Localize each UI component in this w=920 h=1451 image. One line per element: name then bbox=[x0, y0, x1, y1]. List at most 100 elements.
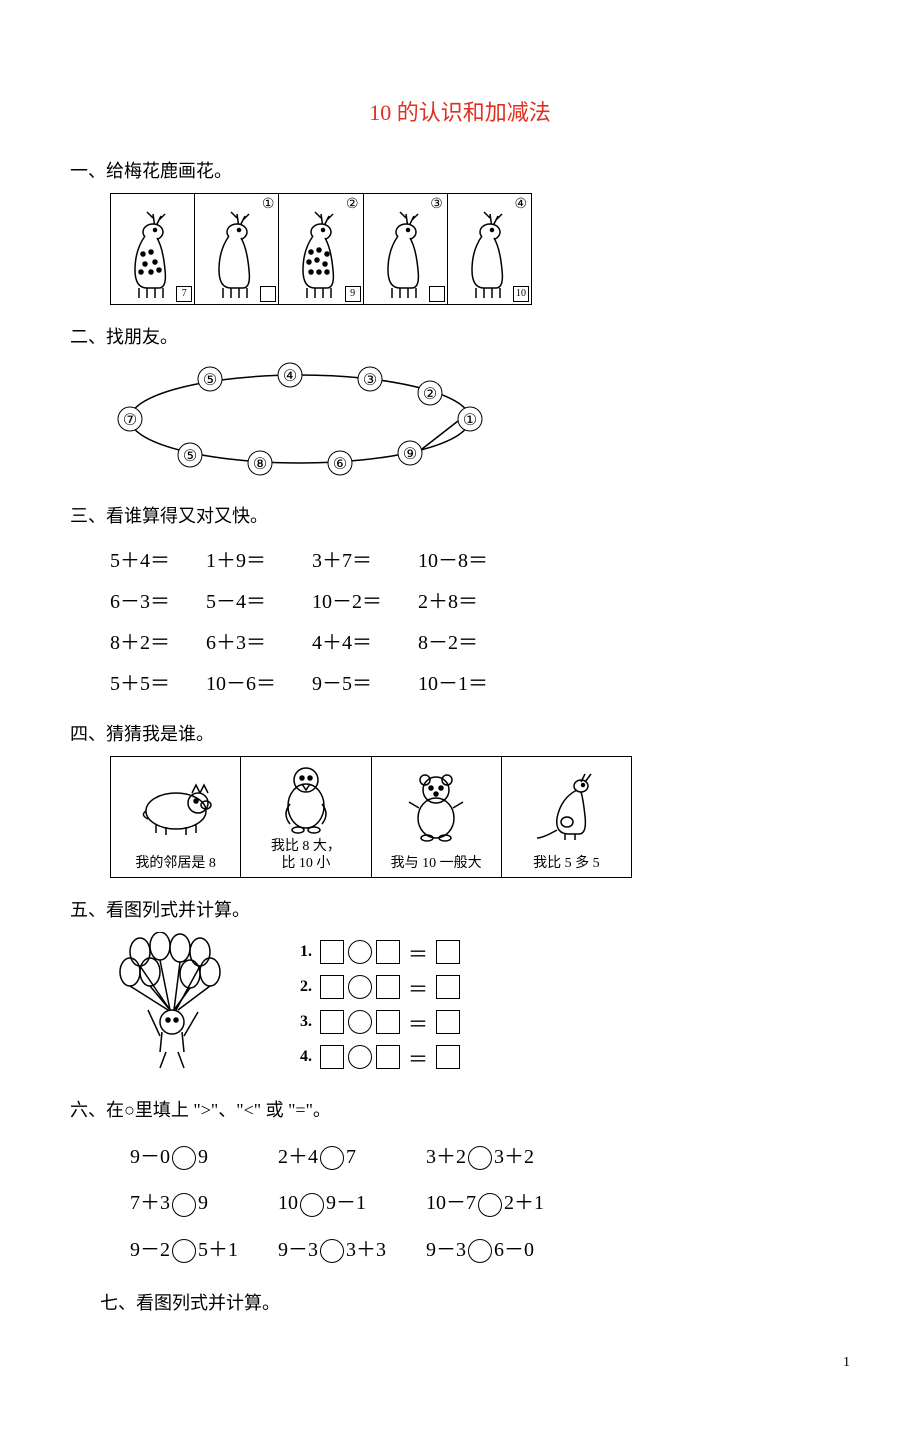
kangaroo-icon bbox=[531, 772, 601, 842]
compare-left: 7＋3 bbox=[130, 1192, 170, 1214]
section-1-heading: 一、给梅花鹿画花。 bbox=[70, 157, 850, 183]
operator-circle[interactable] bbox=[348, 940, 372, 964]
title-text: 10 的认识和加减法 bbox=[369, 100, 551, 125]
compare-cell: 7＋3 9 bbox=[130, 1178, 278, 1224]
deer-cell: ② 9 bbox=[279, 194, 363, 304]
result-box[interactable] bbox=[436, 940, 460, 964]
friends-node: ⑤ bbox=[203, 372, 217, 389]
operand-box[interactable] bbox=[320, 975, 344, 999]
compare-right: 3＋3 bbox=[346, 1239, 386, 1261]
compare-circle[interactable] bbox=[320, 1239, 344, 1263]
operator-circle[interactable] bbox=[348, 975, 372, 999]
equation-index: 4. bbox=[300, 1048, 312, 1066]
compare-right: 9－1 bbox=[326, 1192, 366, 1214]
calc-cell: 1＋9＝ bbox=[206, 538, 312, 579]
calc-cell: 9－5＝ bbox=[312, 661, 418, 702]
compare-circle[interactable] bbox=[478, 1193, 502, 1217]
friends-node: ③ bbox=[363, 372, 377, 389]
penguin-icon bbox=[276, 764, 336, 834]
equation-index: 1. bbox=[300, 943, 312, 961]
deer-bottom-box[interactable] bbox=[260, 286, 276, 302]
compare-cell: 10－72＋1 bbox=[426, 1178, 584, 1224]
result-box[interactable] bbox=[436, 975, 460, 999]
operand-box[interactable] bbox=[320, 1045, 344, 1069]
balloon-child-icon bbox=[110, 932, 240, 1072]
section-3-heading: 三、看谁算得又对又快。 bbox=[70, 502, 850, 528]
compare-right: 6－0 bbox=[494, 1239, 534, 1261]
operand-box[interactable] bbox=[320, 1010, 344, 1034]
result-box[interactable] bbox=[436, 1010, 460, 1034]
equation-list: 1.＝2.＝3.＝4.＝ bbox=[300, 932, 460, 1078]
calc-cell: 3＋7＝ bbox=[312, 538, 418, 579]
compare-circle[interactable] bbox=[300, 1193, 324, 1217]
compare-left: 9－3 bbox=[278, 1239, 318, 1261]
compare-cell: 3＋23＋2 bbox=[426, 1132, 584, 1178]
compare-left: 3＋2 bbox=[426, 1146, 466, 1168]
result-box[interactable] bbox=[436, 1045, 460, 1069]
deer-bottom-box[interactable]: 10 bbox=[513, 286, 529, 302]
deer-icon bbox=[115, 210, 175, 300]
equation-index: 3. bbox=[300, 1013, 312, 1031]
calc-cell: 5＋4＝ bbox=[110, 538, 206, 579]
compare-circle[interactable] bbox=[468, 1239, 492, 1263]
deer-icon bbox=[452, 210, 512, 300]
compare-cell: 9－36－0 bbox=[426, 1225, 584, 1271]
calc-cell: 2＋8＝ bbox=[418, 579, 524, 620]
compare-left: 2＋4 bbox=[278, 1146, 318, 1168]
guess-cell: 我比 5 多 5 bbox=[502, 757, 631, 877]
friends-node: ⑧ bbox=[253, 456, 267, 473]
guess-label: 我与 10 一般大 bbox=[376, 856, 497, 873]
equation-block: 1.＝2.＝3.＝4.＝ bbox=[110, 932, 850, 1078]
compare-circle[interactable] bbox=[320, 1146, 344, 1170]
equals-sign: ＝ bbox=[408, 973, 428, 1002]
calc-cell: 8＋2＝ bbox=[110, 620, 206, 661]
operand-box[interactable] bbox=[376, 975, 400, 999]
calc-cell: 6－3＝ bbox=[110, 579, 206, 620]
compare-left: 10 bbox=[278, 1192, 298, 1214]
calc-cell: 10－6＝ bbox=[206, 661, 312, 702]
friends-node: ① bbox=[463, 412, 477, 429]
compare-right: 5＋1 bbox=[198, 1239, 238, 1261]
guess-row: 我的邻居是 8 我比 8 大， 比 10 小 我与 10 一般大 bbox=[110, 756, 632, 878]
calc-cell: 10－2＝ bbox=[312, 579, 418, 620]
compare-left: 9－0 bbox=[130, 1146, 170, 1168]
operand-box[interactable] bbox=[376, 940, 400, 964]
operand-box[interactable] bbox=[376, 1045, 400, 1069]
calc-cell: 10－8＝ bbox=[418, 538, 524, 579]
guess-label: 我比 5 多 5 bbox=[506, 856, 627, 873]
calc-cell: 4＋4＝ bbox=[312, 620, 418, 661]
compare-circle[interactable] bbox=[172, 1239, 196, 1263]
operand-box[interactable] bbox=[320, 940, 344, 964]
compare-left: 10－7 bbox=[426, 1192, 476, 1214]
deer-top-label: ① bbox=[262, 196, 275, 213]
page-title: 10 的认识和加减法 bbox=[70, 95, 850, 127]
section-2-heading: 二、找朋友。 bbox=[70, 323, 850, 349]
deer-bottom-box[interactable]: 9 bbox=[345, 286, 361, 302]
guess-label: 我的邻居是 8 bbox=[115, 856, 236, 873]
page-number: 1 bbox=[70, 1355, 850, 1371]
friends-node: ⑦ bbox=[123, 412, 137, 429]
section-6-heading: 六、在○里填上 ">"、"<" 或 "="。 bbox=[70, 1096, 850, 1122]
compare-right: 9 bbox=[198, 1192, 208, 1214]
compare-circle[interactable] bbox=[172, 1193, 196, 1217]
compare-circle[interactable] bbox=[468, 1146, 492, 1170]
calc-table: 5＋4＝1＋9＝3＋7＝10－8＝6－3＝5－4＝10－2＝2＋8＝8＋2＝6＋… bbox=[110, 538, 524, 702]
compare-cell: 9－09 bbox=[130, 1132, 278, 1178]
deer-bottom-box[interactable]: 7 bbox=[176, 286, 192, 302]
operator-circle[interactable] bbox=[348, 1045, 372, 1069]
operator-circle[interactable] bbox=[348, 1010, 372, 1034]
equation-index: 2. bbox=[300, 978, 312, 996]
deer-top-label: ③ bbox=[430, 196, 443, 213]
deer-cell: ① 7 bbox=[111, 194, 195, 304]
equation-row: 2. ＝ bbox=[300, 973, 460, 1002]
equals-sign: ＝ bbox=[408, 1043, 428, 1072]
friends-diagram: ⑦ ⑤ ④ ③ ② ① ⑨ ⑥ ⑧ ⑤ bbox=[110, 359, 490, 479]
deer-cell: ④ 10 bbox=[448, 194, 531, 304]
compare-circle[interactable] bbox=[172, 1146, 196, 1170]
deer-bottom-box[interactable] bbox=[429, 286, 445, 302]
deer-cell: ① bbox=[195, 194, 279, 304]
guess-cell: 我与 10 一般大 bbox=[372, 757, 502, 877]
calc-cell: 8－2＝ bbox=[418, 620, 524, 661]
equals-sign: ＝ bbox=[408, 938, 428, 967]
operand-box[interactable] bbox=[376, 1010, 400, 1034]
